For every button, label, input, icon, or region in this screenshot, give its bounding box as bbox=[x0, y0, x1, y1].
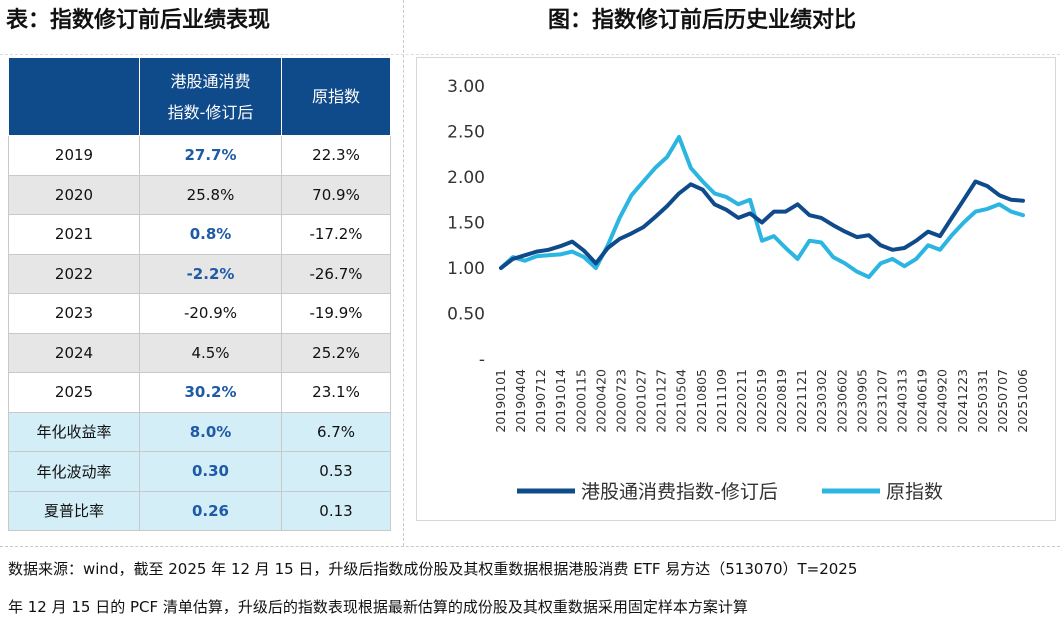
header-revised-line: 港股通消费 bbox=[170, 71, 251, 91]
table-row: 夏普比率 0.26 0.13 bbox=[8, 490, 391, 531]
row-revised-value: -2.2% bbox=[139, 253, 282, 294]
x-tick-label: 20240920 bbox=[935, 369, 950, 433]
x-tick-label: 20190404 bbox=[513, 369, 528, 433]
row-revised-value: 4.5% bbox=[139, 332, 282, 373]
x-tick-label: 20200420 bbox=[593, 369, 608, 433]
x-tick-label: 20230905 bbox=[854, 369, 869, 433]
table-row: 2019 27.7% 22.3% bbox=[8, 135, 391, 176]
x-tick-label: 20221121 bbox=[794, 369, 809, 433]
y-tick-label: 2.00 bbox=[447, 168, 485, 188]
table-header-row: 港股通消费指数-修订后 原指数 bbox=[8, 57, 391, 136]
row-original-value: 0.13 bbox=[281, 490, 391, 531]
x-tick-label: 20200115 bbox=[573, 369, 588, 433]
x-tick-label: 20231207 bbox=[874, 369, 889, 433]
row-revised-value: 8.0% bbox=[139, 411, 282, 452]
x-tick-label: 20190101 bbox=[493, 369, 508, 433]
x-tick-label: 20201027 bbox=[634, 369, 649, 433]
x-tick-label: 20240619 bbox=[915, 369, 930, 433]
row-revised-value: 0.8% bbox=[139, 214, 282, 255]
row-revised-value: 30.2% bbox=[139, 372, 282, 413]
chart-frame: - 0.50 1.00 1.50 2.00 2.50 3.00 20190101 2019040… bbox=[416, 57, 1056, 521]
row-original-value: 0.53 bbox=[281, 451, 391, 492]
table-row: 2020 25.8% 70.9% bbox=[8, 174, 391, 215]
footnote-line-1: 数据来源：wind，截至 2025 年 12 月 15 日，升级后指数成份股及其… bbox=[8, 560, 858, 578]
row-original-value: 22.3% bbox=[281, 135, 391, 176]
x-tick-label: 20230302 bbox=[814, 369, 829, 433]
x-tick-label: 20210805 bbox=[694, 369, 709, 433]
row-revised-value: 0.26 bbox=[139, 490, 282, 531]
row-label: 2022 bbox=[8, 253, 140, 294]
footnote-line-2: 年 12 月 15 日的 PCF 清单估算，升级后的指数表现根据最新估算的成份股… bbox=[8, 598, 748, 616]
row-original-value: 25.2% bbox=[281, 332, 391, 373]
vertical-divider bbox=[403, 0, 404, 546]
row-original-value: 23.1% bbox=[281, 372, 391, 413]
table-row: 2025 30.2% 23.1% bbox=[8, 372, 391, 413]
row-label: 2023 bbox=[8, 293, 140, 334]
row-label: 2019 bbox=[8, 135, 140, 176]
x-tick-label: 20210504 bbox=[674, 369, 689, 433]
performance-table: 港股通消费 指数-修订后 原指数 2019 27.7% 22.3% 2020 25.8% 7… bbox=[8, 57, 391, 531]
x-tick-label: 20220819 bbox=[774, 369, 789, 433]
y-tick-label: 3.00 bbox=[447, 77, 485, 97]
y-tick-label: 0.50 bbox=[447, 305, 485, 325]
table-row: 2023 -20.9% -19.9% bbox=[8, 293, 391, 334]
series-line bbox=[499, 179, 1025, 270]
header-empty bbox=[8, 57, 140, 136]
x-tick-label: 20240313 bbox=[895, 369, 910, 433]
row-label: 2020 bbox=[8, 174, 140, 215]
series-line bbox=[499, 135, 1025, 280]
x-tick-label: 20211109 bbox=[714, 369, 729, 433]
y-tick-label: - bbox=[479, 350, 485, 370]
x-tick-label: 20251006 bbox=[1015, 369, 1030, 433]
line-chart: - 0.50 1.00 1.50 2.00 2.50 3.00 20190101 2019040… bbox=[447, 77, 1030, 503]
header-original: 原指数 bbox=[281, 57, 391, 136]
row-label: 2021 bbox=[8, 214, 140, 255]
row-original-value: -17.2% bbox=[281, 214, 391, 255]
header-revised-line: 指数-修订后 bbox=[167, 102, 254, 122]
legend-label: 原指数 bbox=[886, 481, 943, 503]
x-tick-label: 20220211 bbox=[734, 369, 749, 433]
title-divider bbox=[0, 54, 1060, 55]
row-revised-value: 25.8% bbox=[139, 174, 282, 215]
x-tick-label: 20250707 bbox=[995, 369, 1010, 433]
x-tick-label: 20210127 bbox=[654, 369, 669, 433]
x-tick-label: 20191014 bbox=[553, 369, 568, 433]
row-revised-value: 0.30 bbox=[139, 451, 282, 492]
row-label: 2024 bbox=[8, 332, 140, 373]
x-tick-label: 20241223 bbox=[955, 369, 970, 433]
row-revised-value: 27.7% bbox=[139, 135, 282, 176]
x-tick-label: 20190712 bbox=[533, 369, 548, 433]
x-tick-label: 20220519 bbox=[754, 369, 769, 433]
table-title: 表：指数修订前后业绩表现 bbox=[6, 8, 271, 33]
row-original-value: -19.9% bbox=[281, 293, 391, 334]
x-tick-label: 20200723 bbox=[613, 369, 628, 433]
row-label: 年化收益率 bbox=[8, 411, 140, 452]
y-tick-label: 1.00 bbox=[447, 259, 485, 279]
row-revised-value: -20.9% bbox=[139, 293, 282, 334]
table-row: 年化波动率 0.30 0.53 bbox=[8, 451, 391, 492]
table-row: 年化收益率 8.0% 6.7% bbox=[8, 411, 391, 452]
legend-label: 港股通消费指数-修订后 bbox=[581, 481, 778, 503]
row-original-value: 6.7% bbox=[281, 411, 391, 452]
header-revised: 港股通消费指数-修订后 bbox=[139, 57, 282, 136]
row-label: 夏普比率 bbox=[8, 490, 140, 531]
table-row: 2021 0.8% -17.2% bbox=[8, 214, 391, 255]
y-tick-label: 2.50 bbox=[447, 123, 485, 143]
y-tick-label: 1.50 bbox=[447, 214, 485, 234]
row-original-value: 70.9% bbox=[281, 174, 391, 215]
x-tick-label: 20230602 bbox=[834, 369, 849, 433]
row-label: 年化波动率 bbox=[8, 451, 140, 492]
chart-title: 图：指数修订前后历史业绩对比 bbox=[548, 8, 857, 33]
x-tick-label: 20250331 bbox=[975, 369, 990, 433]
row-original-value: -26.7% bbox=[281, 253, 391, 294]
table-row: 2024 4.5% 25.2% bbox=[8, 332, 391, 373]
footnote-divider bbox=[0, 546, 1060, 547]
table-row: 2022 -2.2% -26.7% bbox=[8, 253, 391, 294]
row-label: 2025 bbox=[8, 372, 140, 413]
